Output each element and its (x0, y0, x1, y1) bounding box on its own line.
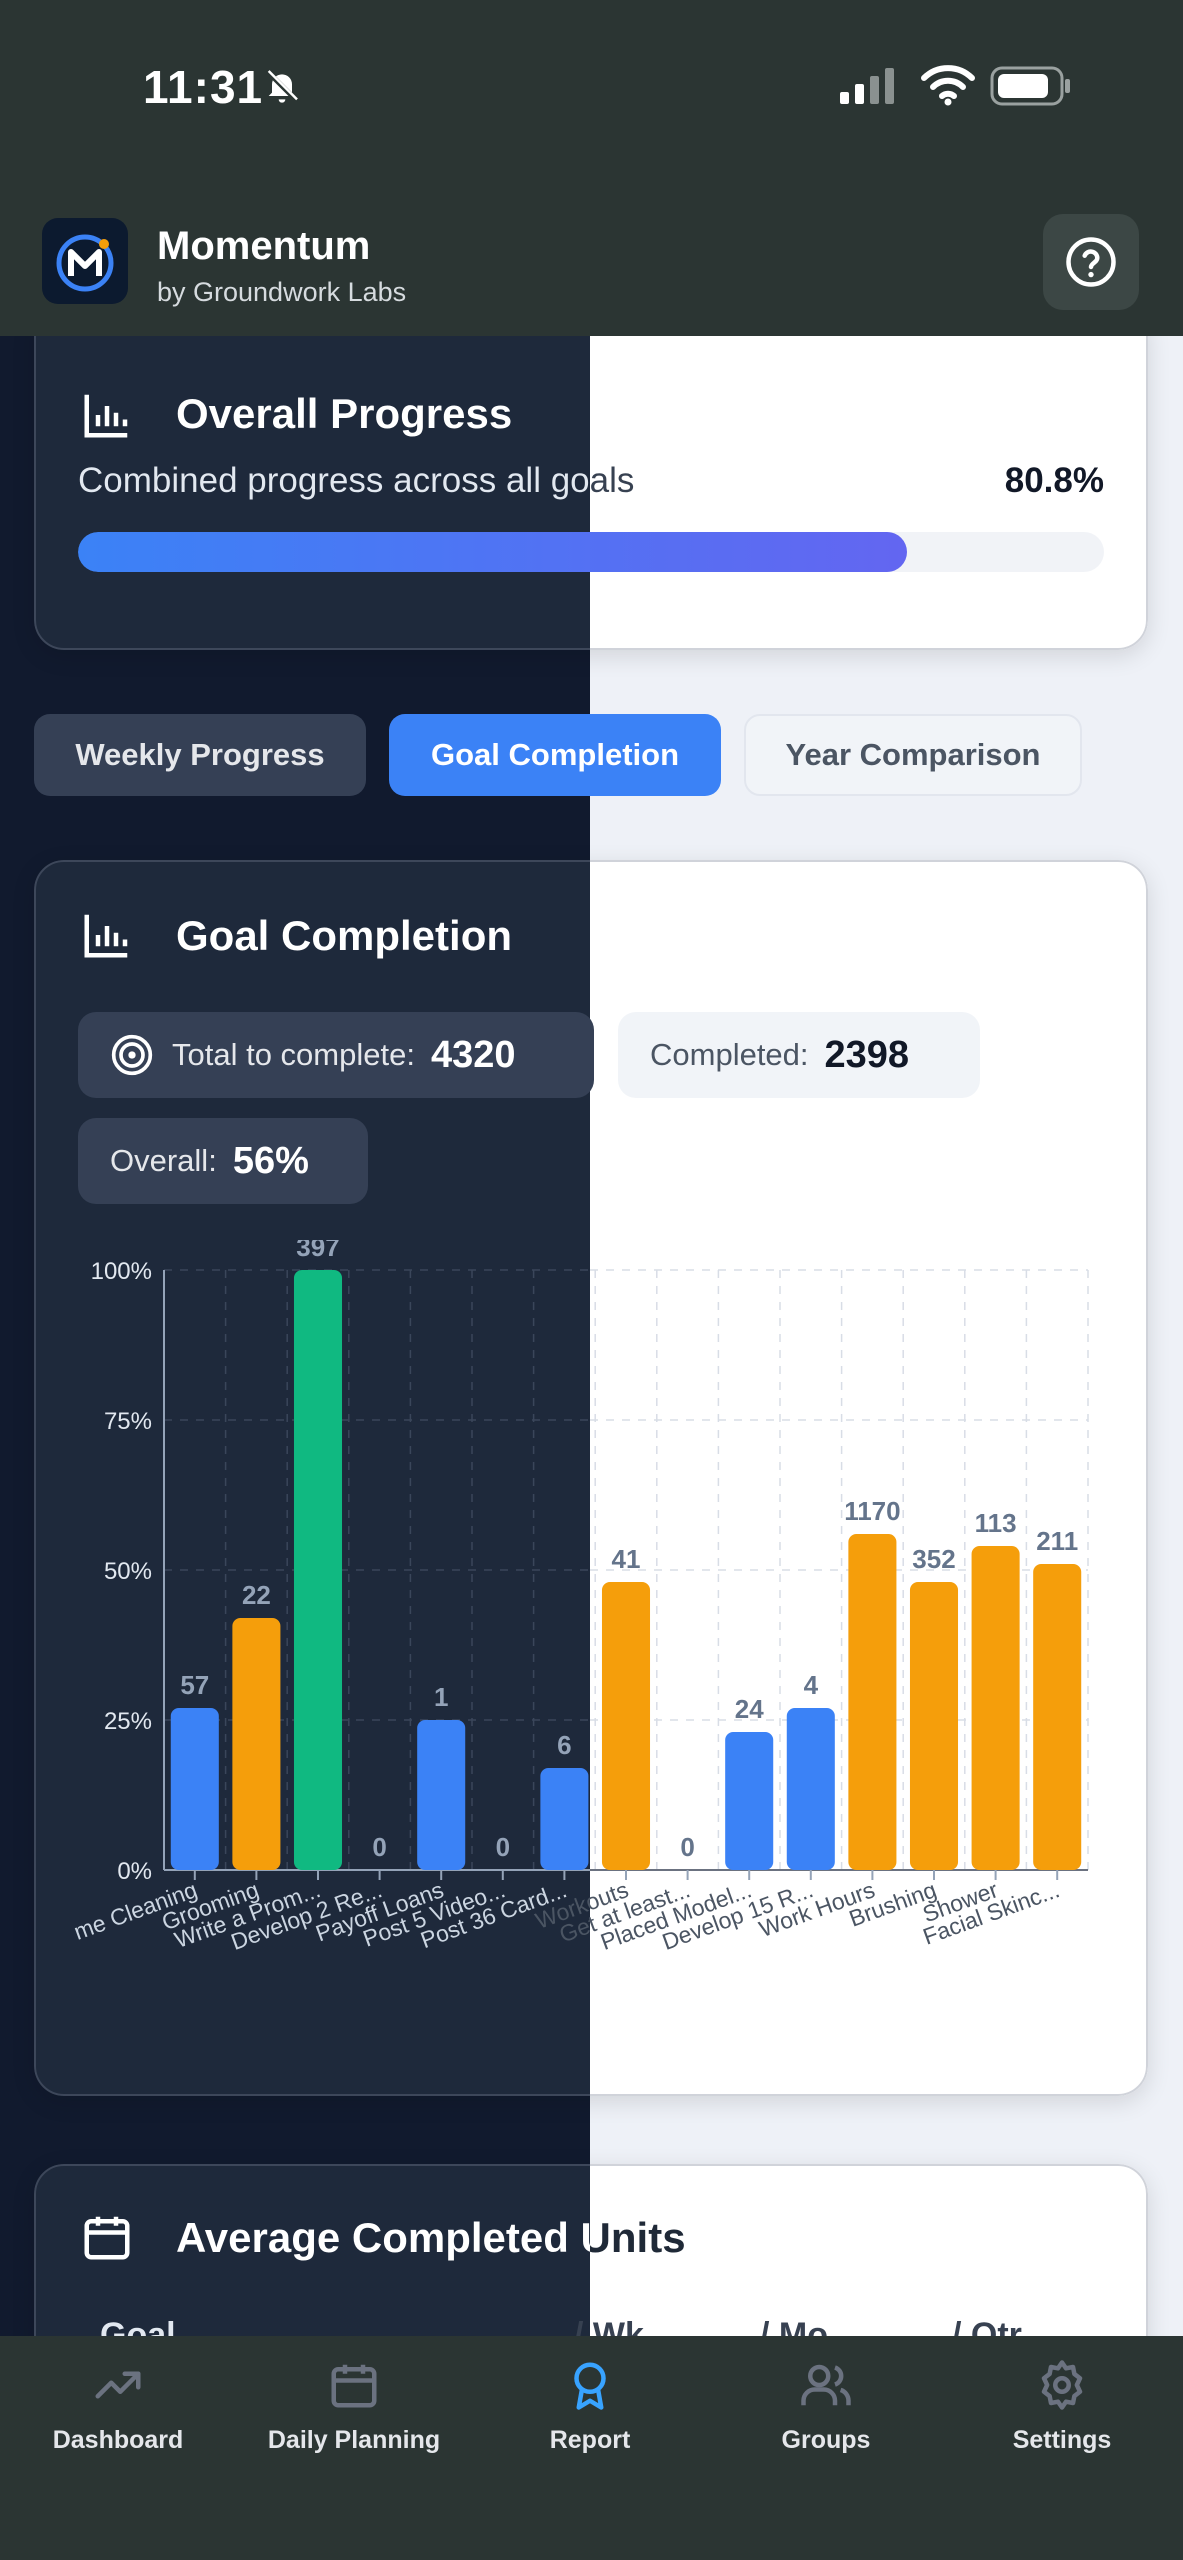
nav-report-label: Report (549, 2426, 631, 2454)
award-icon (574, 2362, 606, 2410)
bar-data-label: 57 (180, 1670, 209, 1700)
bar-chart-icon (84, 394, 128, 438)
users-icon (801, 2364, 851, 2406)
bar-data-label: 41 (612, 1544, 641, 1574)
bar-data-label: 22 (242, 1580, 271, 1610)
chart-bar (170, 1708, 219, 1870)
trending-up-icon (95, 2371, 141, 2399)
app-title: Momentum (157, 224, 371, 268)
total-to-complete-pill: Total to complete: 4320 (78, 1012, 594, 1098)
bar-data-label: 0 (372, 1832, 386, 1862)
battery-icon (990, 66, 1070, 106)
bar-data-label: 113 (975, 1508, 1017, 1538)
overall-progress-label: Combined progress across all goals (78, 461, 635, 500)
nav-daily-planning-label: Daily Planning (267, 2426, 441, 2454)
momentum-logo-icon (56, 234, 114, 292)
y-tick-label: 75% (104, 1408, 152, 1435)
bar-data-label: 397 (296, 1240, 339, 1262)
nav-settings-label: Settings (1012, 2426, 1112, 2454)
target-icon (111, 1034, 153, 1076)
app-logo (42, 218, 128, 304)
overall-pill: Overall: 56% (78, 1118, 368, 1204)
bar-data-label: 1 (434, 1682, 448, 1712)
nav-daily-planning[interactable]: Daily Planning (236, 2358, 472, 2455)
chart-bar (909, 1582, 959, 1870)
completed-value: 2398 (824, 1033, 910, 1076)
help-circle-icon (1066, 237, 1116, 287)
chart-bar (293, 1270, 343, 1870)
y-tick-label: 0% (117, 1858, 152, 1885)
tab-weekly-progress[interactable]: Weekly Progress (34, 714, 366, 796)
total-to-complete-label: Total to complete: (172, 1037, 415, 1072)
goal-completion-card: Goal Completion Total to complete: 4320 … (34, 860, 1148, 2096)
overall-label: Overall: (110, 1143, 217, 1178)
overall-progress-card: Overall Progress Combined progress acros… (34, 306, 1148, 650)
cellular-signal-icon (840, 68, 894, 104)
overall-progress-value: 80.8% (1004, 461, 1104, 500)
overall-value: 56% (232, 1139, 309, 1182)
chart-bar (417, 1720, 466, 1870)
bar-data-label: 0 (680, 1832, 694, 1862)
app-header: Momentum by Groundwork Labs (0, 210, 1183, 336)
completed-pill: Completed: 2398 (618, 1012, 980, 1098)
average-units-title: Average Completed Units (176, 2214, 686, 2261)
tab-year-comparison[interactable]: Year Comparison (744, 714, 1082, 796)
chart-bar (232, 1618, 281, 1870)
bell-muted-icon (265, 69, 299, 103)
chart-bar (848, 1534, 897, 1870)
overall-progress-title: Overall Progress (176, 390, 513, 437)
nav-groups-label: Groups (781, 2426, 871, 2454)
calendar-icon (84, 2216, 130, 2260)
bar-data-label: 4 (804, 1670, 819, 1700)
nav-dashboard-label: Dashboard (52, 2426, 184, 2454)
nav-report[interactable]: Report (472, 2358, 708, 2455)
wifi-icon (921, 65, 975, 106)
y-tick-label: 100% (91, 1258, 152, 1285)
y-tick-label: 50% (104, 1558, 152, 1585)
nav-groups[interactable]: Groups (708, 2358, 944, 2455)
chart-bar (540, 1768, 589, 1870)
chart-bar (786, 1708, 835, 1870)
nav-dashboard[interactable]: Dashboard (0, 2358, 236, 2455)
bar-data-label: 1170 (844, 1496, 900, 1526)
help-button[interactable] (1043, 214, 1139, 310)
chart-bar (971, 1546, 1020, 1870)
tab-goal-completion[interactable]: Goal Completion (389, 714, 721, 796)
y-tick-label: 25% (104, 1708, 152, 1735)
chart-bar (601, 1582, 651, 1870)
status-time: 11:31 (143, 61, 264, 113)
overall-progress-bar (78, 532, 1104, 572)
total-to-complete-value: 4320 (430, 1033, 516, 1076)
nav-settings[interactable]: Settings (944, 2358, 1180, 2455)
bar-data-label: 352 (912, 1544, 955, 1574)
bar-data-label: 211 (1036, 1526, 1078, 1556)
gear-icon (1041, 2360, 1083, 2410)
chart-bar (725, 1732, 774, 1870)
overall-progress-fill (78, 532, 907, 572)
calendar-icon (331, 2364, 377, 2408)
bottom-navigation: Dashboard Daily Planning Report Groups (0, 2336, 1183, 2560)
status-bar: 11:31 (0, 0, 1183, 210)
bar-data-label: 24 (735, 1694, 764, 1724)
goal-completion-title: Goal Completion (176, 912, 512, 959)
chart-bar (1033, 1564, 1082, 1870)
bar-data-label: 0 (496, 1832, 510, 1862)
app-subtitle: by Groundwork Labs (157, 277, 407, 307)
bar-data-label: 6 (557, 1730, 571, 1760)
bar-chart-icon (84, 914, 128, 958)
completed-label: Completed: (650, 1037, 809, 1072)
